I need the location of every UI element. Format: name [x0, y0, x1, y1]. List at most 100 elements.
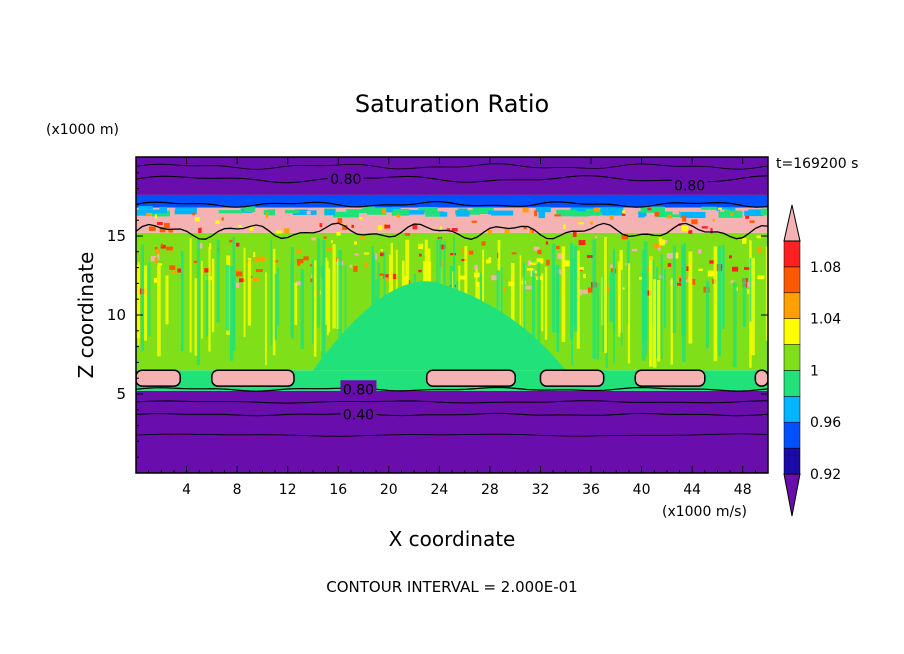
- field-speckle: [145, 212, 152, 217]
- field-speckle: [657, 247, 661, 251]
- y-tick-label: 15: [107, 227, 126, 245]
- field-speckle: [679, 278, 682, 283]
- field-patch: [472, 207, 494, 214]
- field-speckle: [235, 282, 240, 288]
- field-speckle: [686, 266, 689, 271]
- field-speckle: [555, 223, 563, 228]
- colorbar-bin: [783, 396, 801, 423]
- colorbar-bin: [783, 240, 801, 268]
- field-speckle: [404, 232, 411, 236]
- field-speckle: [461, 258, 467, 262]
- field-speckle: [326, 247, 333, 251]
- field-speckle: [418, 269, 422, 273]
- field-speckle: [168, 230, 174, 233]
- field-plume: [510, 262, 515, 345]
- field-plume: [338, 249, 342, 369]
- field-speckle: [349, 264, 353, 268]
- x-tick-label: 44: [683, 482, 701, 498]
- field-speckle: [743, 267, 751, 270]
- field-speckle: [193, 260, 199, 264]
- x-tick-label: 28: [481, 482, 499, 498]
- contour-label-bg: [340, 405, 377, 422]
- field-speckle: [466, 250, 470, 255]
- field-speckle: [735, 287, 738, 291]
- field-plume: [660, 254, 663, 360]
- field-speckle: [198, 227, 202, 234]
- field-patch: [439, 211, 448, 217]
- field-speckle: [545, 241, 549, 245]
- field-plume: [519, 255, 522, 347]
- contour-label: 0.80: [330, 172, 361, 188]
- field-speckle: [159, 226, 166, 233]
- field-plume: [645, 279, 648, 356]
- field-speckle: [157, 263, 163, 266]
- field-speckle: [757, 275, 765, 280]
- field-patch: [138, 206, 153, 210]
- field-plume: [556, 272, 560, 353]
- colorbar-bin: [783, 292, 801, 319]
- contour-lower-0.40: [136, 412, 768, 417]
- field-plume: [751, 257, 755, 356]
- field-speckle: [583, 273, 586, 279]
- field-plume: [313, 260, 317, 357]
- field-plume: [683, 242, 686, 335]
- field-speckle: [468, 250, 474, 255]
- field-speckle: [688, 230, 693, 234]
- field-speckle: [578, 266, 585, 270]
- field-patch: [556, 209, 577, 217]
- field-patch: [292, 210, 317, 215]
- field-plume: [216, 239, 220, 323]
- field-speckle: [296, 258, 304, 264]
- field-speckle: [192, 212, 195, 216]
- field-plume: [383, 252, 386, 322]
- field-speckle: [209, 243, 212, 250]
- field-speckle: [621, 287, 625, 290]
- contour-upper-top: [136, 163, 768, 170]
- field-speckle: [488, 229, 492, 235]
- field-plume: [157, 264, 161, 357]
- field-speckle: [529, 229, 533, 235]
- field-details: [136, 206, 768, 387]
- field-speckle: [150, 255, 156, 262]
- contour-moist-top: [136, 222, 768, 240]
- field-patch: [393, 208, 410, 215]
- field-patch: [284, 209, 300, 214]
- field-plume: [496, 270, 501, 343]
- chart-title: Saturation Ratio: [355, 90, 549, 118]
- field-speckle: [336, 231, 341, 236]
- field-speckle: [555, 245, 560, 250]
- field-speckle: [677, 282, 682, 286]
- field-plume: [551, 243, 556, 333]
- contour-label: 0.80: [343, 382, 374, 398]
- field-patch: [602, 211, 625, 216]
- field-plume: [232, 236, 236, 342]
- field-speckle: [718, 207, 723, 210]
- field-speckle: [587, 287, 593, 293]
- colorbar-bin: [783, 266, 801, 294]
- field-plume: [243, 247, 246, 337]
- field-speckle: [674, 252, 679, 259]
- field-speckle: [529, 262, 537, 265]
- field-plume: [274, 273, 278, 340]
- field-plume: [136, 264, 141, 339]
- field-plume: [531, 270, 535, 344]
- field-speckle: [439, 226, 443, 229]
- x-axis-label: X coordinate: [389, 527, 516, 551]
- field-patch: [535, 206, 551, 213]
- field-speckle: [720, 209, 725, 212]
- field-speckle: [644, 216, 650, 222]
- field-patch: [333, 211, 359, 218]
- field-patch: [324, 209, 335, 216]
- colorbar: 1.08 1.04 1 0.96 0.92: [783, 204, 841, 517]
- field-speckle: [440, 244, 446, 250]
- field-speckle: [168, 207, 176, 210]
- field-speckle: [523, 226, 527, 230]
- contour-cloud-top: [136, 200, 768, 208]
- field-plume: [613, 250, 615, 364]
- field-patch: [403, 210, 425, 215]
- colorbar-label: 0.96: [810, 415, 841, 431]
- field-speckle: [265, 212, 269, 218]
- field-patch: [538, 211, 545, 219]
- field-patch: [680, 211, 706, 218]
- field-lens-2: [425, 369, 516, 387]
